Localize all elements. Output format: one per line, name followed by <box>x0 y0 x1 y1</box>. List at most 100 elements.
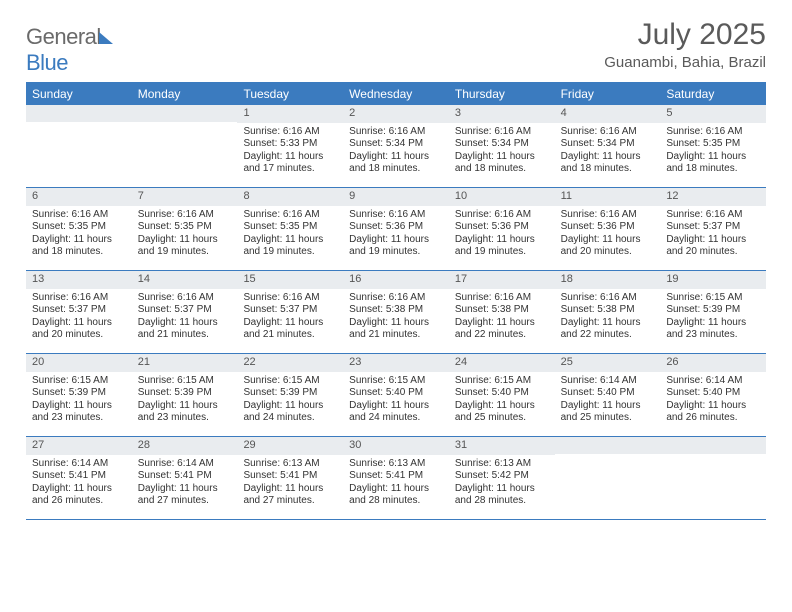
day-number: 29 <box>237 437 343 455</box>
day-number: 27 <box>26 437 132 455</box>
day-number: 17 <box>449 271 555 289</box>
sunrise-line: Sunrise: 6:16 AM <box>666 126 760 139</box>
day-number: 26 <box>660 354 766 372</box>
calendar-cell: 23Sunrise: 6:15 AMSunset: 5:40 PMDayligh… <box>343 354 449 436</box>
sunrise-line: Sunrise: 6:16 AM <box>561 292 655 305</box>
day-number: 11 <box>555 188 661 206</box>
sunrise-line: Sunrise: 6:16 AM <box>32 209 126 222</box>
day-details: Sunrise: 6:16 AMSunset: 5:35 PMDaylight:… <box>660 123 766 180</box>
day-details: Sunrise: 6:16 AMSunset: 5:35 PMDaylight:… <box>132 206 238 263</box>
daylight-line: Daylight: 11 hours and 21 minutes. <box>243 317 337 342</box>
sunrise-line: Sunrise: 6:13 AM <box>349 458 443 471</box>
daylight-line: Daylight: 11 hours and 24 minutes. <box>349 400 443 425</box>
sunset-line: Sunset: 5:34 PM <box>455 138 549 151</box>
sunrise-line: Sunrise: 6:16 AM <box>455 209 549 222</box>
day-number: 16 <box>343 271 449 289</box>
calendar-cell: 14Sunrise: 6:16 AMSunset: 5:37 PMDayligh… <box>132 271 238 353</box>
day-number: 3 <box>449 105 555 123</box>
sunrise-line: Sunrise: 6:16 AM <box>561 209 655 222</box>
calendar: SundayMondayTuesdayWednesdayThursdayFrid… <box>26 82 766 520</box>
calendar-cell: 27Sunrise: 6:14 AMSunset: 5:41 PMDayligh… <box>26 437 132 519</box>
day-details: Sunrise: 6:14 AMSunset: 5:41 PMDaylight:… <box>26 455 132 512</box>
day-number: 18 <box>555 271 661 289</box>
day-details: Sunrise: 6:16 AMSunset: 5:36 PMDaylight:… <box>343 206 449 263</box>
calendar-cell: 25Sunrise: 6:14 AMSunset: 5:40 PMDayligh… <box>555 354 661 436</box>
sunrise-line: Sunrise: 6:16 AM <box>243 209 337 222</box>
sunset-line: Sunset: 5:35 PM <box>32 221 126 234</box>
daylight-line: Daylight: 11 hours and 25 minutes. <box>455 400 549 425</box>
day-number: 8 <box>237 188 343 206</box>
daylight-line: Daylight: 11 hours and 27 minutes. <box>138 483 232 508</box>
calendar-cell: 13Sunrise: 6:16 AMSunset: 5:37 PMDayligh… <box>26 271 132 353</box>
sunset-line: Sunset: 5:39 PM <box>666 304 760 317</box>
sunrise-line: Sunrise: 6:15 AM <box>455 375 549 388</box>
day-details: Sunrise: 6:16 AMSunset: 5:38 PMDaylight:… <box>343 289 449 346</box>
day-number: 4 <box>555 105 661 123</box>
day-number: 30 <box>343 437 449 455</box>
calendar-week: 1Sunrise: 6:16 AMSunset: 5:33 PMDaylight… <box>26 105 766 188</box>
day-number: 12 <box>660 188 766 206</box>
sunset-line: Sunset: 5:40 PM <box>455 387 549 400</box>
sunrise-line: Sunrise: 6:16 AM <box>455 126 549 139</box>
daylight-line: Daylight: 11 hours and 19 minutes. <box>243 234 337 259</box>
sunset-line: Sunset: 5:34 PM <box>561 138 655 151</box>
sunrise-line: Sunrise: 6:15 AM <box>349 375 443 388</box>
sunrise-line: Sunrise: 6:14 AM <box>32 458 126 471</box>
day-details: Sunrise: 6:13 AMSunset: 5:42 PMDaylight:… <box>449 455 555 512</box>
day-details: Sunrise: 6:14 AMSunset: 5:40 PMDaylight:… <box>660 372 766 429</box>
sunrise-line: Sunrise: 6:14 AM <box>561 375 655 388</box>
day-details: Sunrise: 6:15 AMSunset: 5:39 PMDaylight:… <box>237 372 343 429</box>
day-details: Sunrise: 6:16 AMSunset: 5:37 PMDaylight:… <box>660 206 766 263</box>
calendar-cell: 18Sunrise: 6:16 AMSunset: 5:38 PMDayligh… <box>555 271 661 353</box>
day-number: 24 <box>449 354 555 372</box>
dow-header: Thursday <box>449 84 555 105</box>
day-details: Sunrise: 6:16 AMSunset: 5:35 PMDaylight:… <box>237 206 343 263</box>
daylight-line: Daylight: 11 hours and 20 minutes. <box>32 317 126 342</box>
day-details: Sunrise: 6:16 AMSunset: 5:34 PMDaylight:… <box>343 123 449 180</box>
day-number <box>660 437 766 454</box>
sunset-line: Sunset: 5:41 PM <box>138 470 232 483</box>
daylight-line: Daylight: 11 hours and 21 minutes. <box>349 317 443 342</box>
sunset-line: Sunset: 5:37 PM <box>666 221 760 234</box>
calendar-cell: 9Sunrise: 6:16 AMSunset: 5:36 PMDaylight… <box>343 188 449 270</box>
sunrise-line: Sunrise: 6:15 AM <box>243 375 337 388</box>
sunrise-line: Sunrise: 6:14 AM <box>666 375 760 388</box>
daylight-line: Daylight: 11 hours and 18 minutes. <box>349 151 443 176</box>
calendar-week: 27Sunrise: 6:14 AMSunset: 5:41 PMDayligh… <box>26 437 766 520</box>
day-number: 28 <box>132 437 238 455</box>
sunset-line: Sunset: 5:41 PM <box>32 470 126 483</box>
location-label: Guanambi, Bahia, Brazil <box>604 54 766 71</box>
calendar-cell: 28Sunrise: 6:14 AMSunset: 5:41 PMDayligh… <box>132 437 238 519</box>
day-number: 22 <box>237 354 343 372</box>
sunset-line: Sunset: 5:38 PM <box>349 304 443 317</box>
daylight-line: Daylight: 11 hours and 23 minutes. <box>138 400 232 425</box>
day-details: Sunrise: 6:14 AMSunset: 5:40 PMDaylight:… <box>555 372 661 429</box>
sunset-line: Sunset: 5:37 PM <box>138 304 232 317</box>
day-details: Sunrise: 6:16 AMSunset: 5:37 PMDaylight:… <box>132 289 238 346</box>
calendar-cell: 21Sunrise: 6:15 AMSunset: 5:39 PMDayligh… <box>132 354 238 436</box>
sunset-line: Sunset: 5:39 PM <box>138 387 232 400</box>
day-number <box>132 105 238 122</box>
sunrise-line: Sunrise: 6:16 AM <box>138 209 232 222</box>
calendar-cell: 12Sunrise: 6:16 AMSunset: 5:37 PMDayligh… <box>660 188 766 270</box>
dow-header: Sunday <box>26 84 132 105</box>
calendar-week: 6Sunrise: 6:16 AMSunset: 5:35 PMDaylight… <box>26 188 766 271</box>
dow-header: Saturday <box>660 84 766 105</box>
sunrise-line: Sunrise: 6:16 AM <box>349 126 443 139</box>
day-details: Sunrise: 6:16 AMSunset: 5:36 PMDaylight:… <box>449 206 555 263</box>
sunset-line: Sunset: 5:39 PM <box>32 387 126 400</box>
sunrise-line: Sunrise: 6:15 AM <box>32 375 126 388</box>
calendar-cell: 26Sunrise: 6:14 AMSunset: 5:40 PMDayligh… <box>660 354 766 436</box>
day-number: 9 <box>343 188 449 206</box>
calendar-cell: 30Sunrise: 6:13 AMSunset: 5:41 PMDayligh… <box>343 437 449 519</box>
sunrise-line: Sunrise: 6:13 AM <box>455 458 549 471</box>
sunrise-line: Sunrise: 6:13 AM <box>243 458 337 471</box>
sunset-line: Sunset: 5:34 PM <box>349 138 443 151</box>
daylight-line: Daylight: 11 hours and 22 minutes. <box>561 317 655 342</box>
daylight-line: Daylight: 11 hours and 19 minutes. <box>138 234 232 259</box>
day-number: 31 <box>449 437 555 455</box>
day-number: 5 <box>660 105 766 123</box>
calendar-cell: 19Sunrise: 6:15 AMSunset: 5:39 PMDayligh… <box>660 271 766 353</box>
day-details: Sunrise: 6:16 AMSunset: 5:33 PMDaylight:… <box>237 123 343 180</box>
day-number: 19 <box>660 271 766 289</box>
